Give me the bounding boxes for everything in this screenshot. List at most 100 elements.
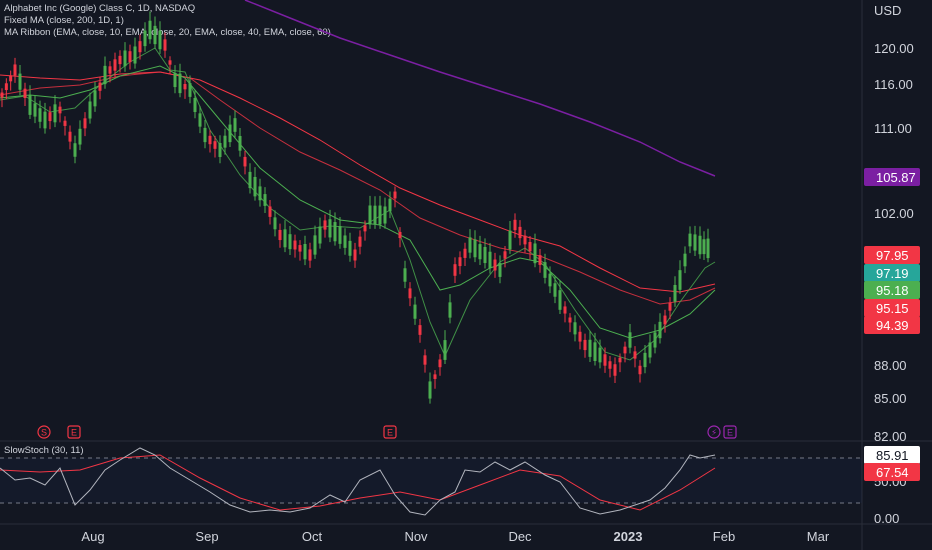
stoch-axis[interactable]: 50.000.00 (874, 474, 907, 526)
price-badges: 105.87 97.95 97.19 95.18 95.15 94.39 (864, 168, 920, 334)
candle-body (398, 231, 402, 239)
candle-body (58, 106, 62, 114)
stoch-d-line (0, 454, 716, 511)
price-tick-label: 102.00 (874, 206, 914, 221)
candle-body (498, 263, 502, 277)
candle-body (263, 194, 267, 206)
candle-body (613, 364, 617, 376)
price-tick-label: 111.00 (874, 121, 912, 136)
event-marker[interactable]: E (723, 425, 737, 439)
candle-body (453, 264, 457, 276)
candle-body (153, 25, 157, 45)
event-marker[interactable]: S (37, 425, 51, 439)
candle-body (323, 220, 327, 230)
candle-body (348, 240, 352, 256)
price-badge-label: 97.19 (876, 266, 909, 281)
candle-body (18, 73, 22, 90)
candle-body (468, 237, 472, 253)
candle-body (668, 302, 672, 311)
candle-body (438, 359, 442, 368)
candle-body (448, 302, 452, 318)
candle-body (0, 92, 4, 98)
price-badge-bg (864, 281, 920, 299)
candle-body (43, 111, 47, 129)
stoch-band-fill (0, 458, 862, 503)
candle-body (223, 135, 227, 148)
candle-body (53, 104, 57, 123)
event-glyph: S (41, 428, 47, 438)
candle-body (423, 355, 427, 365)
candle-body (548, 273, 552, 287)
ema-40-line (0, 71, 716, 305)
slowstoch-legend[interactable]: SlowStoch (30, 11) (4, 445, 84, 456)
time-label: 2023 (614, 529, 643, 544)
event-markers[interactable]: S E E ⚡ E (37, 425, 737, 439)
price-tick-label: 82.00 (874, 429, 907, 444)
candle-body (268, 206, 272, 217)
price-badge-bg (864, 316, 920, 334)
candle-body (28, 95, 32, 115)
stoch-badges: 85.91 67.54 (864, 446, 920, 481)
price-badge: 105.87 (864, 168, 920, 186)
candle-body (273, 217, 277, 230)
candlestick-series[interactable] (0, 11, 710, 404)
price-badge-bg (864, 168, 920, 186)
event-marker[interactable]: E (67, 425, 81, 439)
candle-body (298, 245, 302, 252)
candle-body (403, 268, 407, 282)
time-label: Mar (807, 529, 830, 544)
candle-body (493, 259, 497, 271)
candle-body (148, 20, 152, 40)
candle-body (583, 339, 587, 351)
candle-body (93, 90, 97, 107)
candle-body (683, 253, 687, 267)
candle-body (108, 66, 112, 74)
price-tick-label: 120.00 (874, 41, 914, 56)
candle-body (428, 381, 432, 399)
candle-body (143, 30, 147, 47)
price-badge-label: 97.95 (876, 248, 909, 263)
event-marker[interactable]: E (383, 425, 397, 439)
time-label: Sep (195, 529, 218, 544)
candle-body (443, 340, 447, 360)
candle-body (628, 332, 632, 348)
candle-body (363, 225, 367, 232)
candle-body (183, 84, 187, 90)
ma-ribbon-legend[interactable]: MA Ribbon (EMA, close, 10, EMA, close, 2… (4, 27, 331, 38)
candle-body (523, 235, 527, 245)
ema-60-line (0, 71, 716, 293)
candle-body (368, 205, 372, 225)
candle-body (188, 83, 192, 97)
time-label: Nov (404, 529, 428, 544)
event-glyph: ⚡ (711, 428, 717, 438)
stoch-badge-bg (864, 463, 920, 481)
stoch-badge: 85.91 (864, 446, 920, 464)
candle-body (608, 361, 612, 369)
candle-body (33, 103, 37, 117)
event-glyph: E (387, 428, 393, 438)
candle-body (13, 64, 17, 76)
stoch-badge: 67.54 (864, 463, 920, 481)
candle-body (123, 50, 127, 67)
candle-body (538, 255, 542, 265)
candle-body (278, 229, 282, 241)
candle-body (48, 112, 52, 122)
price-badge: 94.39 (864, 316, 920, 334)
fixed-ma-legend[interactable]: Fixed MA (close, 200, 1D, 1) (4, 15, 124, 26)
candle-body (528, 241, 532, 252)
candle-body (618, 357, 622, 363)
candle-body (23, 88, 27, 98)
candle-body (63, 120, 67, 126)
candle-body (558, 290, 562, 310)
event-marker[interactable]: ⚡ (707, 425, 721, 439)
price-badge-label: 105.87 (876, 170, 916, 185)
candle-body (533, 243, 537, 264)
candle-body (573, 322, 577, 335)
time-axis[interactable]: Aug Sep Oct Nov Dec 2023 Feb Mar (81, 529, 829, 544)
candle-body (553, 283, 557, 297)
candle-body (163, 39, 167, 51)
price-axis[interactable]: 120.00 116.00 111.00 102.00 88.00 85.00 82.00 (874, 41, 914, 444)
candle-body (118, 55, 122, 65)
ema-20-line (0, 65, 716, 339)
